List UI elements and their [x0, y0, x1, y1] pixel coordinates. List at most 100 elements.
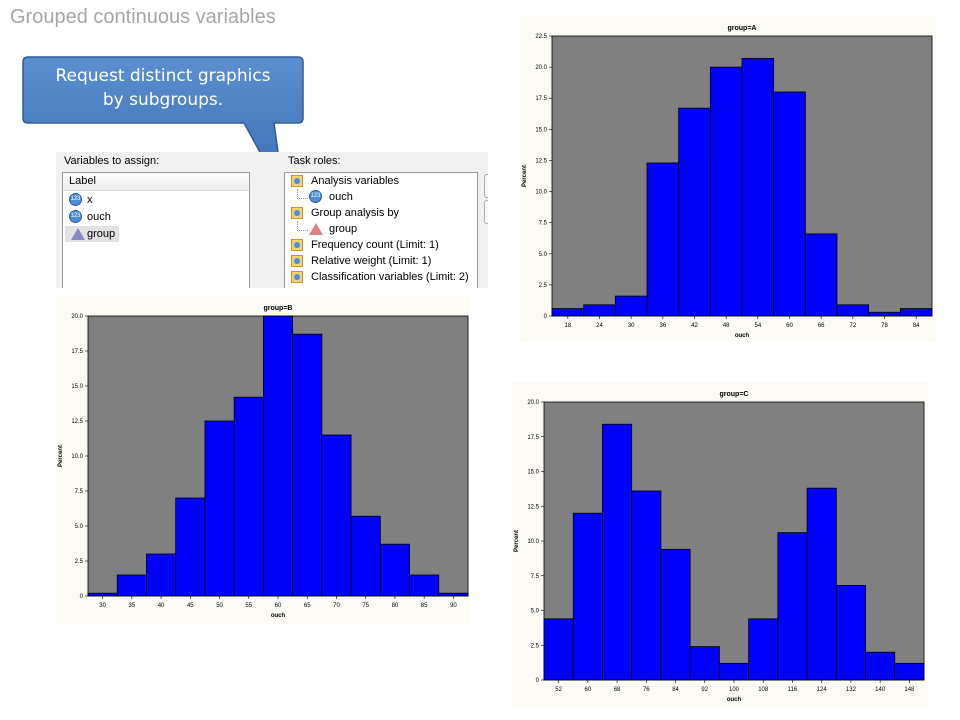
x-tick-label: 85 [421, 603, 428, 609]
histogram-bar [865, 651, 896, 681]
x-tick-label: 78 [881, 323, 888, 329]
histogram-bar [438, 592, 469, 597]
histogram-bar [350, 515, 381, 597]
y-axis-label: Percent [58, 445, 64, 467]
histogram-bar [602, 423, 633, 681]
y-tick-label: 17.5 [71, 349, 83, 355]
x-tick-label: 65 [304, 603, 311, 609]
histogram-bar [741, 58, 775, 317]
callout-line-2: by subgroups. [102, 90, 224, 110]
y-tick-label: 12.5 [71, 419, 83, 425]
role-analysis-variables[interactable]: Analysis variables [285, 173, 477, 189]
move-up-button[interactable] [484, 174, 488, 198]
numeric-variable-icon: 123 [69, 210, 82, 223]
histogram-bar [572, 512, 603, 681]
column-header-label[interactable]: Label [63, 173, 249, 191]
histogram-bar [292, 333, 323, 597]
y-tick-label: 2.5 [531, 643, 540, 649]
x-tick-label: 75 [362, 603, 369, 609]
x-tick-label: 24 [596, 323, 603, 329]
x-tick-label: 55 [245, 603, 252, 609]
assigned-variable-label: ouch [329, 191, 353, 203]
role-frequency-count[interactable]: Frequency count (Limit: 1) [285, 237, 477, 253]
histogram-bar [678, 107, 711, 317]
histogram-bar [660, 548, 691, 681]
y-tick-label: 7.5 [539, 221, 548, 227]
y-tick-label: 0 [80, 594, 84, 600]
tree-connector [297, 189, 308, 199]
histogram-bar [631, 490, 662, 681]
task-roles-tree[interactable]: Analysis variables 123 ouch Group analys… [284, 172, 478, 288]
role-icon [291, 175, 303, 187]
histogram-a-svg: group=A 0 2.5 5.0 7.5 10.0 12.5 15.0 17.5 20.0 22.… [522, 25, 933, 339]
y-tick-label: 5.0 [75, 524, 84, 530]
histogram-bar [87, 592, 118, 597]
histogram-bar [836, 304, 870, 317]
y-tick-label: 17.5 [535, 96, 547, 102]
assigned-variable-ouch[interactable]: 123 ouch [285, 189, 477, 205]
x-tick-label: 60 [275, 603, 282, 609]
histogram-bar [804, 233, 838, 317]
role-classification-variables[interactable]: Classification variables (Limit: 2) [285, 269, 477, 285]
histogram-bar [899, 308, 933, 317]
histogram-bar [583, 304, 616, 317]
numeric-variable-icon: 123 [309, 190, 322, 203]
chart-title: group=B [264, 305, 293, 312]
histogram-bar [689, 646, 720, 681]
x-tick-label: 45 [187, 603, 194, 609]
role-relative-weight[interactable]: Relative weight (Limit: 1) [285, 253, 477, 269]
x-tick-label: 72 [849, 323, 856, 329]
x-tick-label: 132 [846, 687, 857, 693]
histogram-bar [204, 420, 235, 597]
role-icon [291, 207, 303, 219]
histogram-bar [806, 487, 837, 681]
histogram-b-svg: group=B 0 2.5 5.0 7.5 10.0 12.5 15.0 17.5 20.0 30 3… [58, 305, 469, 619]
role-label: Frequency count (Limit: 1) [311, 239, 439, 251]
y-axis-label: Percent [514, 530, 520, 552]
numeric-variable-icon: 123 [69, 193, 82, 206]
character-variable-icon [309, 223, 323, 235]
y-tick-label: 15.0 [71, 384, 83, 390]
histogram-bar [262, 315, 294, 597]
x-axis-label: ouch [727, 697, 742, 703]
histogram-group-a: group=A 0 2.5 5.0 7.5 10.0 12.5 15.0 17.5 20.0 22.… [520, 16, 936, 342]
task-roles-label: Task roles: [288, 155, 341, 167]
role-group-analysis-by[interactable]: Group analysis by [285, 205, 477, 221]
role-label: Relative weight (Limit: 1) [311, 255, 432, 267]
role-icon [291, 239, 303, 251]
callout-line-1: Request distinct graphics [55, 66, 271, 86]
task-roles-dialog: Variables to assign: Task roles: Label 1… [56, 152, 488, 288]
variables-list[interactable]: Label 123 x 123 ouch group [62, 172, 250, 288]
histogram-bar [116, 574, 147, 597]
x-tick-label: 66 [818, 323, 825, 329]
y-axis-label: Percent [522, 165, 528, 187]
histogram-bar [175, 497, 206, 597]
variable-item-group[interactable]: group [65, 226, 119, 242]
x-tick-label: 148 [904, 687, 915, 693]
x-axis-label: ouch [271, 613, 286, 619]
role-label: Group analysis by [311, 207, 400, 219]
y-tick-label: 17.5 [527, 435, 539, 441]
x-tick-label: 90 [450, 603, 457, 609]
assigned-variable-group[interactable]: group [285, 221, 477, 237]
histogram-bar [646, 162, 680, 317]
chart-title: group=A [728, 25, 757, 32]
x-axis-label: ouch [735, 333, 750, 339]
x-tick-label: 30 [99, 603, 106, 609]
x-tick-label: 30 [628, 323, 635, 329]
x-tick-label: 140 [875, 687, 886, 693]
histogram-bar [379, 543, 410, 597]
callout-text: Request distinct graphics by subgroups. [22, 64, 304, 112]
variable-label: group [87, 228, 116, 240]
variable-item-x[interactable]: 123 x [63, 192, 249, 208]
histogram-bar [409, 574, 440, 597]
histogram-bar [868, 311, 901, 317]
variable-item-ouch[interactable]: 123 ouch [63, 209, 249, 225]
x-tick-label: 18 [564, 323, 571, 329]
y-tick-label: 20.0 [527, 400, 539, 406]
move-down-button[interactable] [484, 200, 488, 224]
histogram-bar [894, 662, 925, 681]
y-tick-label: 0 [536, 678, 540, 684]
x-tick-label: 108 [758, 687, 769, 693]
x-tick-label: 48 [723, 323, 730, 329]
